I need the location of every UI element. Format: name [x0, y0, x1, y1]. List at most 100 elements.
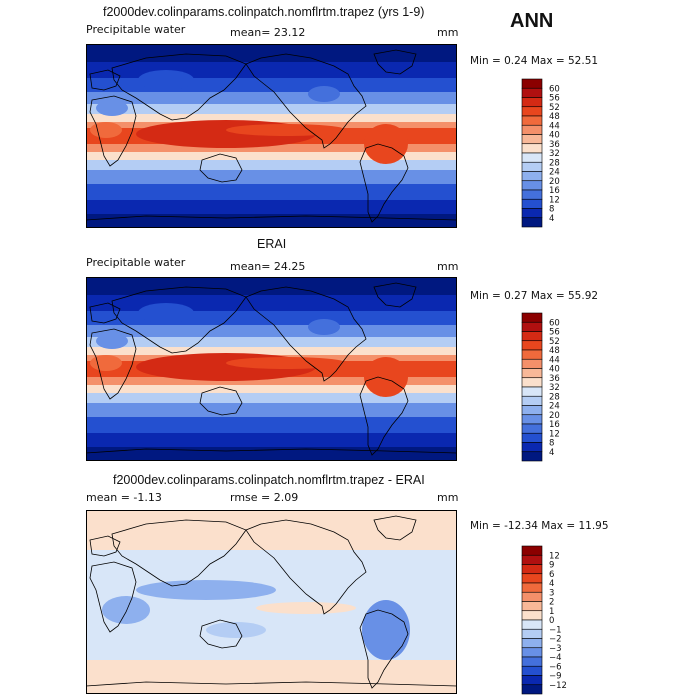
- colorbar-swatch: [521, 161, 543, 172]
- panel-1-left-label: Precipitable water: [86, 23, 186, 36]
- colorbar-swatch: [521, 647, 543, 658]
- colorbar-tick-label: −3: [549, 644, 562, 654]
- panel-1-units: mm: [437, 26, 459, 39]
- continent-north-america-map2: [245, 519, 367, 615]
- colorbar-tick-label: 56: [549, 328, 560, 338]
- panel-3-minmax: Min = -12.34 Max = 11.95: [470, 520, 609, 532]
- colorbar-swatch: [521, 545, 543, 556]
- colorbar-swatch: [521, 684, 543, 695]
- panel-3-units: mm: [437, 491, 459, 504]
- colorbar-swatch: [521, 405, 543, 416]
- colorbar-swatch: [521, 601, 543, 612]
- colorbar-swatch: [521, 208, 543, 219]
- colorbar-tick-label: 28: [549, 158, 560, 168]
- colorbar-swatch: [521, 414, 543, 425]
- colorbar-tick-label: 32: [549, 383, 560, 393]
- colorbar-swatch: [521, 321, 543, 332]
- colorbar-swatch: [521, 97, 543, 108]
- colorbar-swatch: [521, 432, 543, 443]
- continent-africa-map0: [89, 95, 137, 167]
- continent-south-america-map2: [359, 609, 409, 689]
- colorbar-tick-label: 36: [549, 140, 560, 150]
- colorbar-tick-label: 4: [549, 579, 554, 589]
- colorbar-swatch: [521, 340, 543, 351]
- continent-europe-map0: [89, 69, 121, 91]
- colorbar-swatch: [521, 180, 543, 191]
- colorbar-swatch: [521, 395, 543, 406]
- colorbar-tick-label: 6: [549, 570, 554, 580]
- colorbar-tick-label: 0: [549, 616, 554, 626]
- colorbar-tick-label: 16: [549, 420, 560, 430]
- colorbar-swatch: [521, 442, 543, 453]
- colorbar-tick-label: −9: [549, 672, 562, 682]
- colorbar-tick-label: 20: [549, 411, 560, 421]
- colorbar-swatch: [521, 368, 543, 379]
- colorbar-tick-label: 8: [549, 439, 554, 449]
- panel-1-mean: mean= 23.12: [230, 26, 306, 39]
- colorbar-tick-label: 12: [549, 195, 560, 205]
- colorbar-swatch: [521, 451, 543, 462]
- colorbar-swatch: [521, 87, 543, 98]
- colorbar-tick-label: −4: [549, 653, 562, 663]
- colorbar-tick-label: 28: [549, 392, 560, 402]
- colorbar-swatch: [521, 124, 543, 135]
- colorbar-tick-label: 12: [549, 429, 560, 439]
- continent-africa-map2: [89, 561, 137, 633]
- colorbar-tick-label: 52: [549, 103, 560, 113]
- colorbar-tick-label: −2: [549, 635, 562, 645]
- panel-2-minmax: Min = 0.27 Max = 55.92: [470, 290, 599, 302]
- colorbar-swatch: [521, 78, 543, 89]
- colorbar-swatch: [521, 106, 543, 117]
- colorbar-swatch: [521, 638, 543, 649]
- colorbar-tick-label: 48: [549, 346, 560, 356]
- continent-asia-map0: [111, 53, 247, 121]
- continent-south-america-map1: [359, 376, 409, 456]
- continent-north-america-map0: [245, 53, 367, 149]
- colorbar-tick-label: 40: [549, 365, 560, 375]
- continent-asia-map1: [111, 286, 247, 354]
- colorbar-tick-label: 24: [549, 402, 560, 412]
- continent-antarctica-map0: [86, 215, 457, 228]
- colorbar-tick-label: 4: [549, 214, 554, 224]
- colorbar-swatch: [521, 423, 543, 434]
- colorbar-tick-label: 3: [549, 588, 554, 598]
- colorbar-tick-label: 44: [549, 355, 560, 365]
- colorbar-tick-label: 56: [549, 94, 560, 104]
- colorbar-tick-label: 4: [549, 448, 554, 458]
- colorbar-swatch: [521, 656, 543, 667]
- colorbar-tick-label: 12: [549, 551, 560, 561]
- colorbar-swatch: [521, 171, 543, 182]
- season-label: ANN: [510, 10, 554, 32]
- continent-greenland-map0: [373, 49, 417, 75]
- colorbar-swatch: [521, 217, 543, 228]
- colorbar-tick-label: 9: [549, 561, 554, 571]
- colorbar-swatch: [521, 386, 543, 397]
- continent-greenland-map2: [373, 515, 417, 541]
- colorbar-swatch: [521, 189, 543, 200]
- continent-antarctica-map1: [86, 448, 457, 461]
- colorbar-tick-label: 36: [549, 374, 560, 384]
- colorbar-tick-label: 44: [549, 121, 560, 131]
- continent-asia-map2: [111, 519, 247, 587]
- colorbar-swatch: [521, 619, 543, 630]
- colorbar-tick-label: −6: [549, 662, 562, 672]
- panel-2-mean: mean= 24.25: [230, 260, 306, 273]
- colorbar-swatch: [521, 198, 543, 209]
- colorbar-tick-label: 8: [549, 205, 554, 215]
- continent-greenland-map1: [373, 282, 417, 308]
- colorbar-tick-label: −1: [549, 625, 562, 635]
- colorbar-swatch: [521, 554, 543, 565]
- colorbar-tick-label: 1: [549, 607, 554, 617]
- continent-africa-map1: [89, 328, 137, 400]
- colorbar-tick-label: 60: [549, 318, 560, 328]
- panel-2-units: mm: [437, 260, 459, 273]
- colorbar-tick-label: 20: [549, 177, 560, 187]
- colorbar-tick-label: −12: [549, 681, 567, 691]
- continent-australia-map0: [199, 153, 243, 183]
- colorbar-swatch: [521, 564, 543, 575]
- colorbar-swatch: [521, 377, 543, 388]
- colorbar-swatch: [521, 312, 543, 323]
